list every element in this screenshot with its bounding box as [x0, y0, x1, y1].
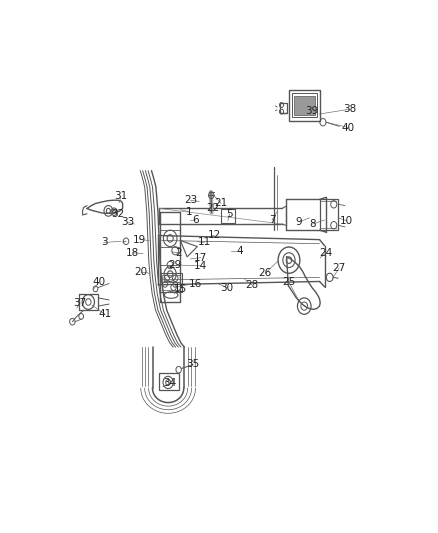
- Text: 14: 14: [194, 261, 207, 271]
- Text: 9: 9: [296, 217, 303, 227]
- Text: 35: 35: [187, 359, 200, 369]
- Text: 37: 37: [74, 298, 87, 308]
- Text: 27: 27: [332, 263, 346, 273]
- Text: 16: 16: [189, 279, 202, 288]
- Bar: [289, 90, 320, 120]
- Text: 24: 24: [320, 248, 333, 258]
- Bar: [160, 273, 182, 292]
- Text: 21: 21: [215, 198, 228, 208]
- Bar: [221, 209, 235, 223]
- Text: 17: 17: [194, 253, 207, 263]
- Text: 28: 28: [245, 280, 258, 290]
- Text: 38: 38: [343, 104, 357, 114]
- Text: 15: 15: [174, 284, 187, 294]
- Text: 6: 6: [192, 215, 199, 225]
- Text: 34: 34: [163, 378, 177, 388]
- Text: 40: 40: [92, 277, 106, 287]
- Text: 40: 40: [342, 123, 355, 133]
- Text: 3: 3: [101, 238, 107, 247]
- Bar: [320, 199, 338, 230]
- Text: 23: 23: [184, 195, 197, 205]
- Text: 31: 31: [114, 191, 127, 201]
- Text: 26: 26: [258, 268, 272, 278]
- Text: 2: 2: [175, 248, 182, 258]
- Text: 1: 1: [186, 207, 192, 217]
- Text: 7: 7: [268, 215, 276, 225]
- Text: 22: 22: [206, 204, 219, 213]
- Text: 30: 30: [221, 282, 234, 293]
- Text: 5: 5: [226, 209, 233, 219]
- Text: 39: 39: [305, 106, 319, 116]
- Text: 41: 41: [99, 309, 112, 319]
- Text: 32: 32: [111, 209, 124, 219]
- Text: 20: 20: [135, 267, 148, 277]
- Bar: [162, 275, 180, 290]
- Text: 4: 4: [237, 246, 243, 256]
- Text: 29: 29: [169, 260, 182, 270]
- Text: 8: 8: [309, 219, 316, 229]
- Bar: [294, 95, 315, 115]
- Bar: [292, 93, 317, 117]
- Text: 12: 12: [208, 230, 221, 240]
- Text: 10: 10: [340, 216, 353, 226]
- Bar: [159, 373, 179, 390]
- Text: 18: 18: [126, 248, 139, 258]
- Text: 33: 33: [121, 217, 134, 228]
- Text: 11: 11: [198, 238, 211, 247]
- Text: 19: 19: [133, 235, 146, 245]
- Text: 25: 25: [283, 277, 296, 287]
